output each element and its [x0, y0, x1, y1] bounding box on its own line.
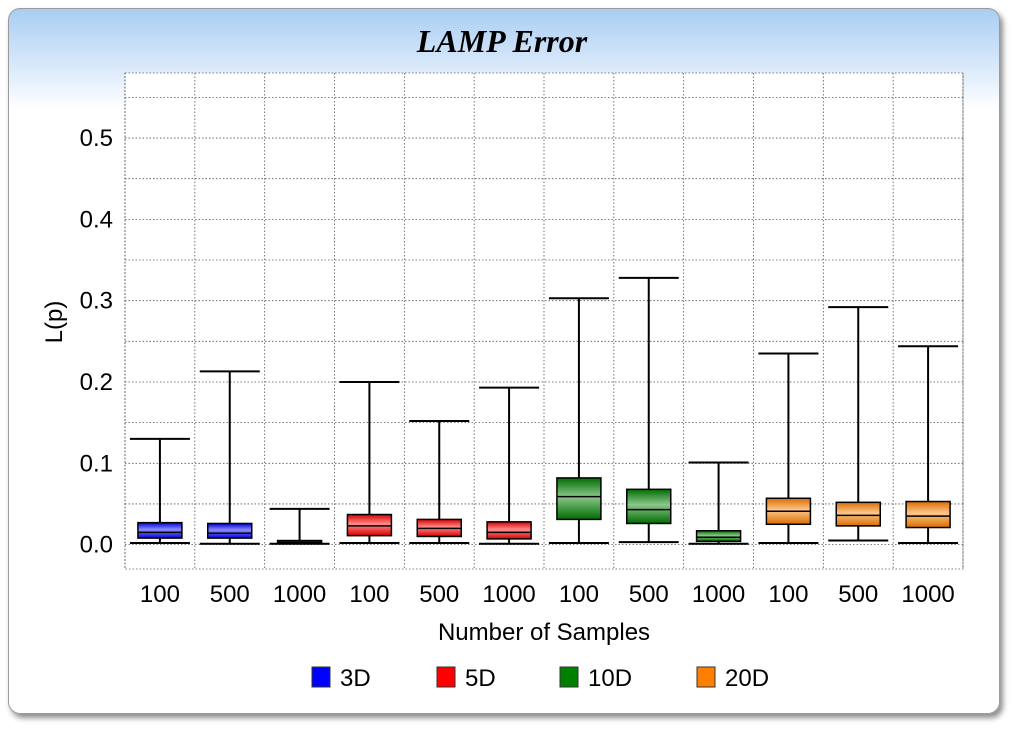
box-5D-100	[339, 380, 400, 544]
legend-swatch	[696, 666, 716, 688]
box-iqr	[486, 521, 532, 540]
x-tick-label: 1000	[273, 581, 326, 608]
box-3D-100	[129, 437, 190, 544]
box-series	[129, 276, 959, 545]
box-iqr	[626, 488, 672, 525]
x-tick-label: 500	[629, 581, 669, 608]
x-axis-ticks: 100 500 1000 100 500 1000 100 500 1000 100 500 1000	[140, 581, 955, 608]
y-tick-label: 0.1	[80, 450, 113, 477]
box-10D-500	[618, 276, 679, 544]
x-tick-label: 1000	[901, 581, 954, 608]
x-tick-label: 500	[838, 581, 878, 608]
y-tick-label: 0.2	[80, 369, 113, 396]
box-5D-1000	[479, 386, 540, 545]
legend-item-10D: 10D	[559, 665, 632, 692]
box-3D-1000	[269, 507, 330, 545]
box-10D-100	[548, 297, 609, 544]
box-iqr	[346, 513, 393, 537]
x-tick-label: 100	[349, 581, 389, 608]
legend-label: 3D	[340, 665, 371, 692]
box-iqr	[695, 530, 742, 543]
x-axis-label: Number of Samples	[438, 619, 650, 646]
plot-border	[124, 72, 964, 570]
legend: 3D 5D 10D 20D	[311, 665, 769, 692]
legend-label: 5D	[465, 665, 496, 692]
y-axis-ticks: 0.0 0.1 0.2 0.3 0.4 0.5	[80, 125, 113, 559]
box-20D-100	[758, 352, 819, 544]
box-iqr	[905, 500, 951, 529]
box-10D-1000	[688, 461, 749, 545]
y-axis-label: L(p)	[41, 301, 68, 344]
chart-title: LAMP Error	[416, 23, 588, 59]
grid-lines	[124, 72, 964, 570]
box-20D-500	[828, 306, 889, 542]
box-iqr	[556, 477, 602, 521]
x-tick-label: 100	[559, 581, 599, 608]
box-iqr	[835, 501, 881, 527]
x-tick-label: 1000	[692, 581, 745, 608]
x-tick-label: 500	[210, 581, 250, 608]
legend-item-5D: 5D	[436, 665, 496, 692]
box-3D-500	[199, 370, 260, 545]
y-tick-label: 0.3	[80, 288, 113, 315]
box-5D-500	[409, 420, 470, 544]
x-tick-label: 1000	[482, 581, 535, 608]
y-tick-label: 0.0	[80, 532, 113, 559]
legend-label: 10D	[588, 665, 632, 692]
y-tick-label: 0.5	[80, 125, 113, 152]
x-tick-label: 500	[419, 581, 459, 608]
y-tick-label: 0.4	[80, 206, 113, 233]
legend-item-20D: 20D	[696, 665, 769, 692]
box-iqr	[207, 522, 253, 539]
legend-item-3D: 3D	[311, 665, 371, 692]
legend-swatch	[436, 666, 456, 688]
legend-swatch	[559, 666, 579, 688]
box-20D-1000	[898, 345, 959, 544]
x-tick-label: 100	[768, 581, 808, 608]
x-tick-label: 100	[140, 581, 180, 608]
legend-label: 20D	[725, 665, 769, 692]
box-iqr	[137, 521, 183, 539]
legend-swatch	[311, 666, 331, 688]
